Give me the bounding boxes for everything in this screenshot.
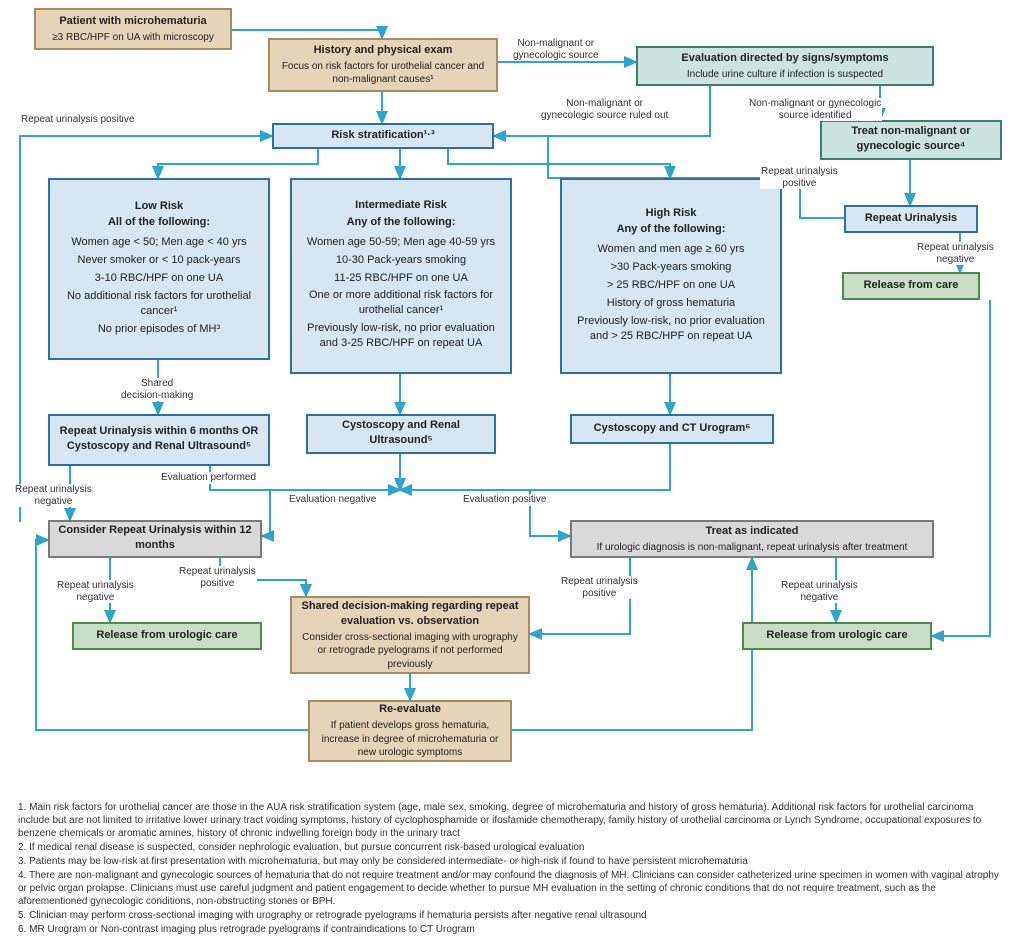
- node-title: Release from urologic care: [82, 628, 252, 643]
- node-title: Treat non-malignant or gynecologic sourc…: [830, 124, 992, 154]
- node-history: History and physical exam Focus on risk f…: [268, 38, 498, 92]
- node-int_act: Cystoscopy and Renal Ultrasound⁵: [306, 414, 496, 454]
- node-item: One or more additional risk factors for …: [300, 288, 502, 318]
- edge-label: Non-malignant or gynecologic source rule…: [540, 98, 669, 121]
- node-item: 10-30 Pack-years smoking: [300, 253, 502, 268]
- node-eval_signs: Evaluation directed by signs/symptoms Inc…: [636, 46, 934, 86]
- node-title: History and physical exam: [278, 43, 488, 58]
- node-low_risk: Low RiskAll of the following: Women age <…: [48, 178, 270, 360]
- node-title: Release from urologic care: [752, 628, 922, 643]
- node-title: Repeat Urinalysis within 6 months OR Cys…: [58, 424, 260, 454]
- edge: [448, 149, 670, 178]
- node-items: Women age < 50; Men age < 40 yrs Never sm…: [58, 232, 260, 339]
- node-title: Treat as indicated: [580, 524, 924, 539]
- node-title: Consider Repeat Urinalysis within 12 mon…: [58, 523, 252, 553]
- node-item: >30 Pack-years smoking: [570, 260, 772, 275]
- node-item: Women age 50-59; Men age 40-59 yrs: [300, 235, 502, 250]
- edge-label: Non-malignant or gynecologic source: [512, 38, 600, 61]
- node-start: Patient with microhematuria ≥3 RBC/HPF on…: [34, 8, 232, 50]
- edge: [932, 300, 990, 636]
- footnote-line: 1. Main risk factors for urothelial canc…: [18, 801, 1000, 840]
- node-item: Previously low-risk, no prior evaluation…: [300, 321, 502, 351]
- node-subtitle: All of the following:: [58, 215, 260, 230]
- edge-label: Evaluation negative: [288, 494, 377, 506]
- node-sub: Focus on risk factors for urothelial can…: [278, 60, 488, 87]
- node-title: Shared decision-making regarding repeat …: [300, 599, 520, 629]
- node-consider: Consider Repeat Urinalysis within 12 mon…: [48, 520, 262, 558]
- footnote-line: 3. Patients may be low-risk at first pre…: [18, 855, 1000, 868]
- edge-label: Repeat urinalysis positive: [760, 166, 839, 189]
- node-items: Women age 50-59; Men age 40-59 yrs 10-30 …: [300, 232, 502, 354]
- node-subtitle: Any of the following:: [570, 222, 772, 237]
- node-title: Release from care: [852, 278, 970, 293]
- node-low_act: Repeat Urinalysis within 6 months OR Cys…: [48, 414, 270, 466]
- edge: [158, 149, 318, 178]
- edge-label: Repeat urinalysis positive: [178, 566, 257, 589]
- footnote-line: 4. There are non-malignant and gynecolog…: [18, 869, 1000, 908]
- node-treat_ind: Treat as indicated If urologic diagnosis …: [570, 520, 934, 558]
- node-title: Cystoscopy and CT Urogram⁶: [580, 421, 764, 436]
- node-high_act: Cystoscopy and CT Urogram⁶: [570, 414, 774, 444]
- node-title: Re-evaluate: [318, 702, 502, 717]
- node-sub: Include urine culture if infection is su…: [646, 68, 924, 82]
- node-item: Never smoker or < 10 pack-years: [58, 253, 260, 268]
- node-item: Women age < 50; Men age < 40 yrs: [58, 235, 260, 250]
- node-risk_strat: Risk stratification¹·³: [272, 123, 494, 149]
- node-subtitle: Any of the following:: [300, 215, 502, 230]
- edge: [232, 30, 382, 38]
- footnote-line: 6. MR Urogram or Non-contrast imaging pl…: [18, 923, 1000, 936]
- node-title: Risk stratification¹·³: [282, 128, 484, 143]
- node-release3: Release from urologic care: [742, 622, 932, 650]
- node-sub: If urologic diagnosis is non-malignant, …: [580, 541, 924, 555]
- node-title: Patient with microhematuria: [44, 14, 222, 29]
- node-title: Intermediate Risk: [300, 198, 502, 213]
- node-title: Evaluation directed by signs/symptoms: [646, 51, 924, 66]
- edge-label: Evaluation performed: [160, 472, 257, 484]
- edge-label: Repeat urinalysis positive: [560, 576, 639, 599]
- node-sub: If patient develops gross hematuria, inc…: [318, 719, 502, 760]
- footnotes: 1. Main risk factors for urothelial canc…: [18, 800, 1000, 937]
- node-item: 11-25 RBC/HPF on one UA: [300, 271, 502, 286]
- edge-label: Repeat urinalysis negative: [14, 484, 93, 507]
- footnote-line: 2. If medical renal disease is suspected…: [18, 841, 1000, 854]
- edge-label: Evaluation positive: [462, 494, 547, 506]
- edge-label: Repeat urinalysis negative: [916, 242, 995, 265]
- node-items: Women and men age ≥ 60 yrs >30 Pack-years…: [570, 239, 772, 346]
- node-title: High Risk: [570, 206, 772, 221]
- node-item: 3-10 RBC/HPF on one UA: [58, 271, 260, 286]
- node-sub: ≥3 RBC/HPF on UA with microscopy: [44, 31, 222, 45]
- node-item: No additional risk factors for urothelia…: [58, 289, 260, 319]
- node-item: No prior episodes of MH³: [58, 322, 260, 337]
- node-shared_dec: Shared decision-making regarding repeat …: [290, 596, 530, 674]
- node-title: Low Risk: [58, 199, 260, 214]
- node-int_risk: Intermediate Risk Any of the following: Wo…: [290, 178, 512, 374]
- node-item: Women and men age ≥ 60 yrs: [570, 242, 772, 257]
- node-release1: Release from care: [842, 272, 980, 300]
- edge-label: Repeat urinalysis negative: [56, 580, 135, 603]
- node-title: Cystoscopy and Renal Ultrasound⁵: [316, 418, 486, 448]
- node-repeat_ua1: Repeat Urinalysis: [844, 205, 978, 233]
- node-reeval: Re-evaluate If patient develops gross hem…: [308, 700, 512, 762]
- edge-label: Repeat urinalysis positive: [20, 114, 135, 126]
- node-title: Repeat Urinalysis: [854, 211, 968, 226]
- node-treat_src: Treat non-malignant or gynecologic sourc…: [820, 120, 1002, 160]
- node-item: History of gross hematuria: [570, 296, 772, 311]
- edge-label: Repeat urinalysis negative: [780, 580, 859, 603]
- node-high_risk: High RiskAny of the following: Women and …: [560, 178, 782, 374]
- node-item: > 25 RBC/HPF on one UA: [570, 278, 772, 293]
- node-release2: Release from urologic care: [72, 622, 262, 650]
- node-sub: Consider cross-sectional imaging with ur…: [300, 631, 520, 672]
- edge-label: Non-malignant or gynecologic source iden…: [748, 98, 882, 121]
- footnote-line: 5. Clinician may perform cross-sectional…: [18, 909, 1000, 922]
- edge-label: Shared decision-making: [120, 378, 194, 401]
- node-item: Previously low-risk, no prior evaluation…: [570, 314, 772, 344]
